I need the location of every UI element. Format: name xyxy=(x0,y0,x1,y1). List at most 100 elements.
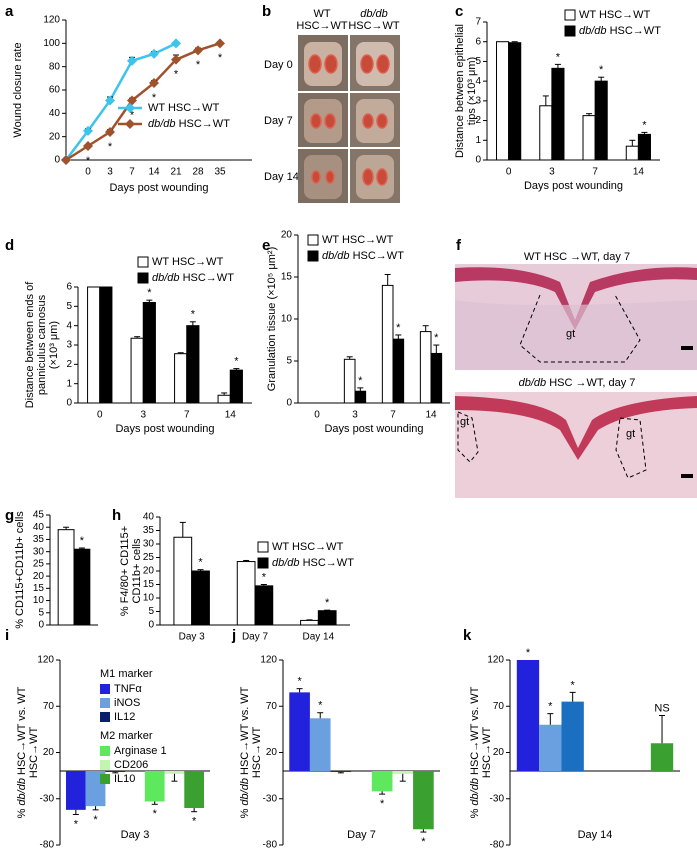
x-axis-label: Days post wounding xyxy=(324,423,423,435)
y-tick-label: -80 xyxy=(263,840,278,851)
panel-letter: j xyxy=(231,627,236,644)
bar xyxy=(300,619,319,626)
bar xyxy=(430,352,443,404)
significance: * xyxy=(262,571,267,583)
legend-label: Arginase 1 xyxy=(114,745,167,757)
x-tick-label: 0 xyxy=(314,410,320,421)
x-tick-label: 28 xyxy=(192,167,204,178)
legend-swatch xyxy=(257,541,269,553)
legend-swatch xyxy=(100,684,110,694)
point xyxy=(215,38,225,49)
bar xyxy=(142,301,156,404)
bar xyxy=(392,338,405,404)
legend-swatch xyxy=(100,774,110,784)
y-tick-label: 6 xyxy=(66,282,72,293)
y-tick-label: 35 xyxy=(143,525,155,536)
y-tick-label: 120 xyxy=(487,655,504,666)
y-tick-label: 120 xyxy=(37,655,54,666)
significance: * xyxy=(153,808,158,820)
significance: * xyxy=(234,355,239,367)
column-label: HSC→WT xyxy=(296,20,348,32)
y-axis-label: tips (×10³ μm) xyxy=(466,57,478,125)
legend-label: IL12 xyxy=(114,711,135,723)
x-tick-label: Day 3 xyxy=(179,632,206,643)
y-tick-label: 15 xyxy=(33,583,45,594)
significance: * xyxy=(526,647,531,659)
y-tick-label: 20 xyxy=(43,747,55,758)
bar xyxy=(309,718,331,771)
point xyxy=(83,125,93,136)
x-axis-label: Days post wounding xyxy=(524,180,623,192)
panel-letter: h xyxy=(112,507,121,524)
y-tick-label: 5 xyxy=(286,356,292,367)
y-axis-label: (×10³ μm) xyxy=(48,321,60,369)
significance: NS xyxy=(654,702,669,714)
x-tick-label: 3 xyxy=(549,167,555,178)
x-tick-label: 0 xyxy=(85,167,91,178)
y-tick-label: 0 xyxy=(54,155,60,166)
significance: * xyxy=(571,679,576,691)
legend-swatch xyxy=(100,760,110,770)
bar xyxy=(73,548,91,626)
point xyxy=(127,55,137,66)
legend-swatch xyxy=(564,9,576,21)
legend-label: db/db HSC→WT xyxy=(152,272,234,284)
row-label: Day 0 xyxy=(264,59,293,71)
legend-swatch xyxy=(100,746,110,756)
bar xyxy=(184,771,204,808)
x-tick-label: 14 xyxy=(425,410,437,421)
legend-swatch xyxy=(564,25,576,37)
legend-swatch xyxy=(125,103,135,113)
panel-letter: d xyxy=(5,237,14,254)
y-tick-label: 70 xyxy=(43,701,55,712)
y-tick-label: 30 xyxy=(33,546,45,557)
panel-letter: k xyxy=(463,627,472,644)
y-tick-label: 0 xyxy=(148,620,154,631)
legend-label: iNOS xyxy=(114,697,140,709)
bar xyxy=(191,570,210,626)
bar xyxy=(99,286,113,404)
y-tick-label: 40 xyxy=(143,512,155,523)
bar xyxy=(164,771,185,774)
point xyxy=(149,78,159,88)
bar xyxy=(229,369,243,404)
y-tick-label: 6 xyxy=(475,36,481,47)
significance: * xyxy=(196,59,201,71)
x-tick-label: 21 xyxy=(170,167,182,178)
significance: * xyxy=(152,92,157,104)
y-tick-label: 5 xyxy=(66,301,72,312)
legend-heading: M1 marker xyxy=(100,668,153,680)
significance: * xyxy=(74,818,79,830)
bar xyxy=(186,325,200,404)
bar xyxy=(582,115,596,161)
significance: * xyxy=(93,814,98,826)
x-tick-label: 14 xyxy=(148,167,160,178)
legend-label: IL10 xyxy=(114,773,135,785)
y-tick-label: 5 xyxy=(148,606,154,617)
column-label: HSC→WT xyxy=(348,20,400,32)
y-tick-label: 10 xyxy=(33,595,45,606)
x-tick-label: Day 7 xyxy=(242,632,269,643)
point xyxy=(127,95,137,106)
significance: * xyxy=(380,798,385,810)
significance: * xyxy=(218,52,223,64)
legend-label: WT HSC→WT xyxy=(322,234,394,246)
y-tick-label: -30 xyxy=(490,793,505,804)
y-axis-label: HSC→WT xyxy=(28,727,40,779)
y-tick-label: 15 xyxy=(281,272,293,283)
y-tick-label: 10 xyxy=(281,314,293,325)
bar xyxy=(130,337,144,404)
legend-swatch xyxy=(125,119,135,129)
row-label: Day 7 xyxy=(264,115,293,127)
bar xyxy=(317,610,337,626)
significance: * xyxy=(318,700,323,712)
significance: * xyxy=(86,155,91,167)
panel-letter: a xyxy=(5,3,14,20)
y-tick-label: 40 xyxy=(49,108,61,119)
bar xyxy=(87,286,101,404)
bar xyxy=(371,771,393,792)
point xyxy=(83,141,93,151)
y-tick-label: 2 xyxy=(66,359,72,370)
y-tick-label: 25 xyxy=(33,559,45,570)
